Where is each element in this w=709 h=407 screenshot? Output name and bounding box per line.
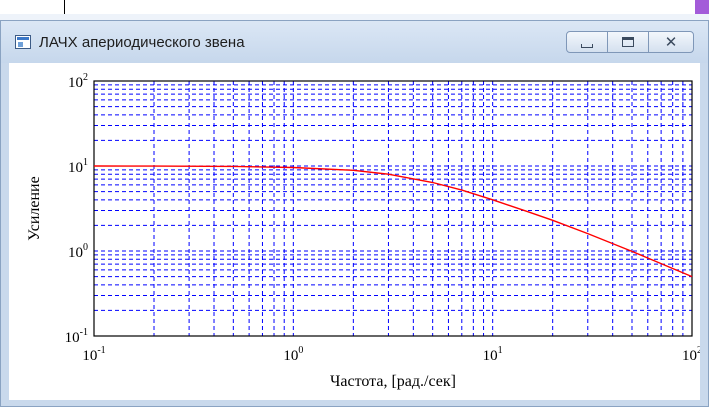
lachx-chart: 10-1 100 101 102 102 101 100 10-1 Частота, [рад.… (26, 72, 702, 390)
x-tick-label: 101 (483, 345, 503, 364)
minimize-button[interactable] (566, 31, 608, 53)
plot-area: 10-1 100 101 102 102 101 100 10-1 Частота, [рад.… (9, 63, 702, 400)
y-tick-label: 100 (68, 242, 88, 261)
title-bar[interactable]: ЛАЧХ апериодического звена ✕ (1, 21, 708, 63)
background-corner-mark (695, 0, 709, 14)
x-axis-label: Частота, [рад./сек] (330, 373, 456, 390)
x-tick-label: 100 (283, 345, 303, 364)
background-border (64, 0, 65, 14)
background-strip (0, 14, 709, 20)
y-tick-label: 10-1 (65, 327, 88, 346)
x-tick-label: 10-1 (82, 345, 105, 364)
app-icon[interactable] (15, 35, 31, 49)
close-button[interactable]: ✕ (648, 31, 694, 53)
x-tick-label: 102 (682, 345, 700, 364)
window-title: ЛАЧХ апериодического звена (39, 34, 245, 51)
y-axis-label: Усиление (26, 176, 43, 240)
y-tick-label: 102 (68, 72, 88, 91)
maximize-button[interactable] (607, 31, 649, 53)
maximize-icon (622, 37, 634, 47)
plot-window: ЛАЧХ апериодического звена ✕ 10-1 100 101 1… (0, 20, 709, 407)
series-line (93, 165, 693, 278)
plot-frame (93, 80, 693, 337)
close-icon: ✕ (664, 33, 678, 51)
y-tick-label: 101 (68, 157, 88, 176)
minimize-icon (581, 44, 593, 48)
